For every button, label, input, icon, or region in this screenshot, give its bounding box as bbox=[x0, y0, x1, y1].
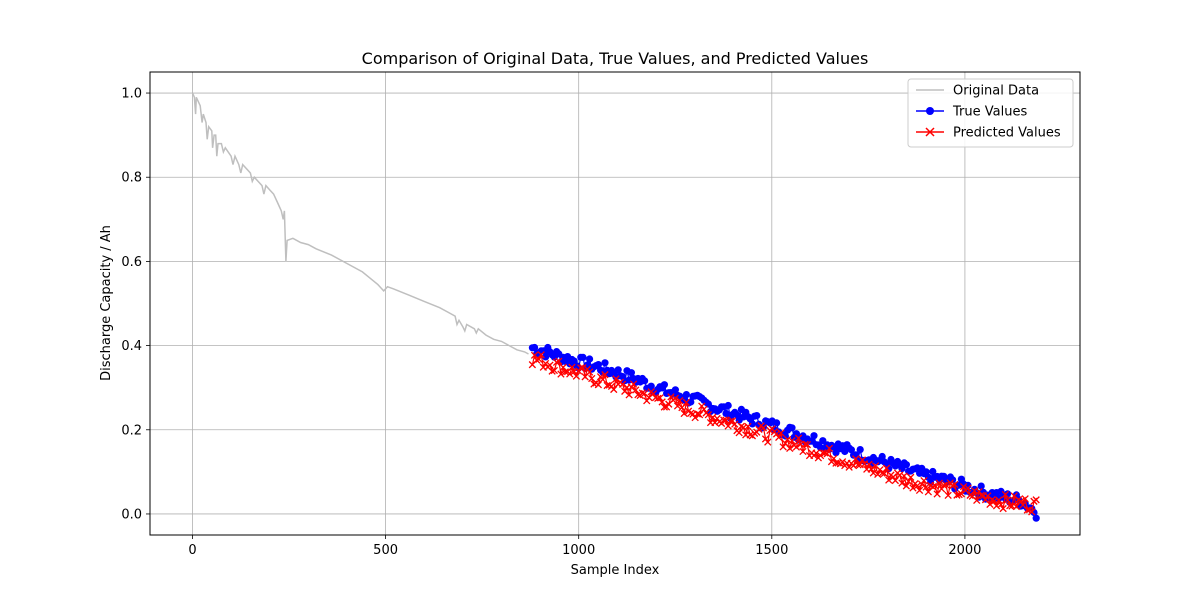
legend-label: True Values bbox=[952, 105, 1027, 120]
series-true-values-point bbox=[601, 359, 608, 366]
chart-title: Comparison of Original Data, True Values… bbox=[362, 49, 869, 68]
series-true-values-point bbox=[641, 377, 648, 384]
y-tick-label: 0.6 bbox=[121, 255, 142, 270]
x-tick-label: 0 bbox=[188, 543, 196, 558]
series-true-values-point bbox=[683, 391, 690, 398]
series-true-values-point bbox=[773, 419, 780, 426]
y-tick-label: 0.2 bbox=[121, 423, 142, 438]
series-true-values-point bbox=[725, 402, 732, 409]
legend-label: Predicted Values bbox=[953, 126, 1061, 141]
series-true-values-point bbox=[903, 461, 910, 468]
x-tick-label: 1000 bbox=[562, 543, 595, 558]
y-tick-label: 0.0 bbox=[121, 507, 142, 522]
series-true-values-point bbox=[1033, 515, 1040, 522]
x-tick-label: 2000 bbox=[948, 543, 981, 558]
legend-label: Original Data bbox=[953, 84, 1039, 99]
series-true-values-point bbox=[579, 354, 586, 361]
series-true-values-point bbox=[753, 412, 760, 419]
series-true-values-point bbox=[857, 446, 864, 453]
series-true-values-point bbox=[810, 432, 817, 439]
x-tick-label: 1500 bbox=[755, 543, 788, 558]
x-axis-label: Sample Index bbox=[571, 563, 660, 578]
series-true-values-point bbox=[586, 355, 593, 362]
y-tick-label: 0.4 bbox=[121, 339, 142, 354]
x-tick-label: 500 bbox=[373, 543, 398, 558]
y-tick-label: 0.8 bbox=[121, 171, 142, 186]
series-true-values-point bbox=[661, 381, 668, 388]
y-tick-label: 1.0 bbox=[121, 87, 142, 102]
series-true-values-point bbox=[788, 424, 795, 431]
legend-marker-circle bbox=[926, 107, 934, 115]
legend: Original Data True Values Predicted Values bbox=[908, 79, 1073, 147]
y-axis-label: Discharge Capacity / Ah bbox=[99, 225, 114, 381]
